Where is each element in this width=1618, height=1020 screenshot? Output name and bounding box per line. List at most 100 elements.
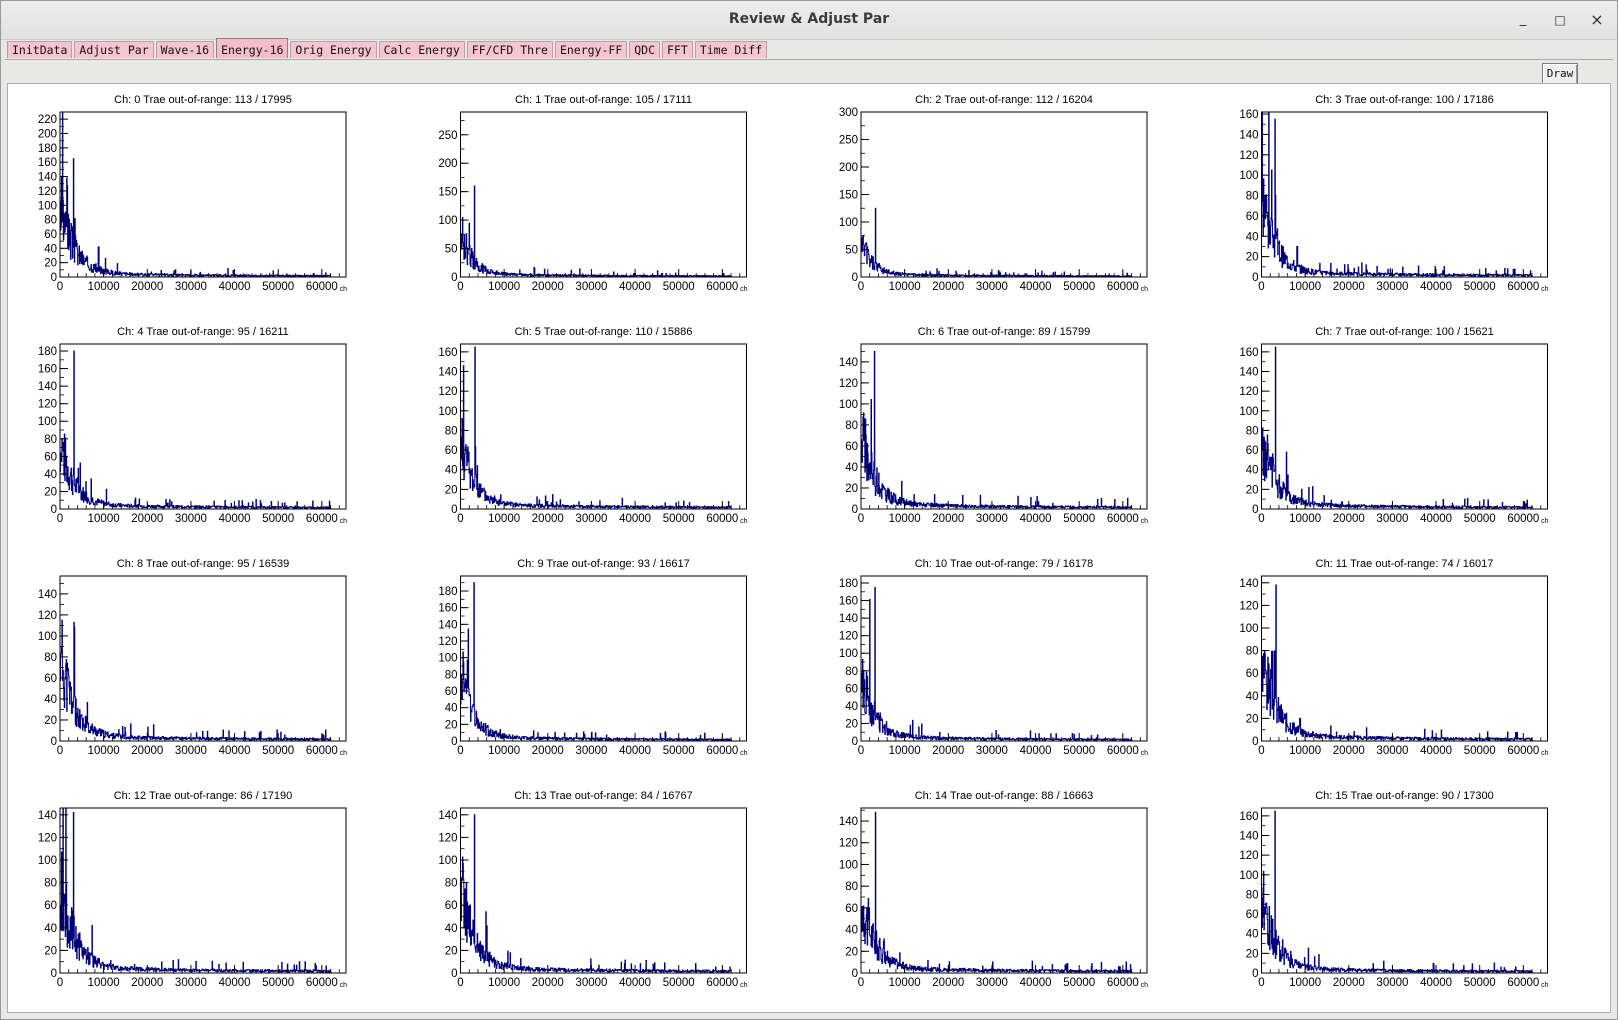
y-tick-label: 0 <box>451 736 457 748</box>
y-tick-label: 100 <box>1239 870 1258 882</box>
y-tick-label: 120 <box>38 186 57 198</box>
tab-energy-ff[interactable]: Energy-FF <box>554 41 628 58</box>
histogram-canvas[interactable]: Ch: 0 Trae out-of-range: 113 / 17995 0 20 4… <box>7 83 1611 1013</box>
y-tick-label: 100 <box>438 215 457 227</box>
tab-adjust-par[interactable]: Adjust Par <box>74 41 154 58</box>
x-tick-label: 10000 <box>88 977 120 989</box>
y-tick-label: 140 <box>38 810 57 822</box>
x-tick-label: 50000 <box>262 745 294 757</box>
x-unit-label: ch <box>1541 750 1549 757</box>
y-tick-label: 60 <box>44 900 57 912</box>
histogram-title: Ch: 14 Trae out-of-range: 88 / 16663 <box>915 790 1094 802</box>
y-tick-label: 40 <box>1246 929 1259 941</box>
y-tick-label: 80 <box>845 666 858 678</box>
y-tick-label: 20 <box>44 945 57 957</box>
y-tick-label: 180 <box>38 346 57 358</box>
y-tick-label: 20 <box>845 946 858 958</box>
tab-wave-16[interactable]: Wave-16 <box>155 41 215 58</box>
x-tick-label: 0 <box>457 977 463 989</box>
x-tick-label: 50000 <box>1464 281 1496 293</box>
y-tick-label: 20 <box>1246 713 1259 725</box>
y-tick-label: 50 <box>845 245 858 257</box>
plot-frame <box>1261 111 1548 278</box>
x-tick-label: 30000 <box>175 745 207 757</box>
y-tick-label: 40 <box>1246 465 1259 477</box>
tab-qdc[interactable]: QDC <box>629 41 661 58</box>
y-tick-label: 140 <box>839 613 858 625</box>
y-tick-label: 80 <box>445 878 458 890</box>
histogram-title: Ch: 9 Trae out-of-range: 93 / 16617 <box>517 558 689 570</box>
y-tick-label: 150 <box>839 190 858 202</box>
x-tick-label: 0 <box>57 281 63 293</box>
x-tick-label: 40000 <box>619 281 651 293</box>
window-title: Review & Adjust Par <box>728 11 890 27</box>
y-tick-label: 140 <box>438 810 457 822</box>
histogram-panel-9: Ch: 9 Trae out-of-range: 93 / 16617 0 20 40… <box>438 558 747 757</box>
plot-frame <box>460 807 747 974</box>
x-tick-label: 30000 <box>175 977 207 989</box>
y-tick-label: 0 <box>51 272 57 284</box>
y-tick-label: 20 <box>445 484 458 496</box>
y-tick-label: 160 <box>1239 109 1258 121</box>
tab-ff-cfd-thre[interactable]: FF/CFD Thre <box>466 41 553 58</box>
tab-time-diff[interactable]: Time Diff <box>694 41 768 58</box>
x-tick-label: 20000 <box>1333 977 1365 989</box>
y-tick-label: 0 <box>451 504 457 516</box>
draw-button[interactable]: Draw <box>1542 63 1578 85</box>
y-tick-label: 80 <box>1246 889 1259 901</box>
y-tick-label: 80 <box>445 669 458 681</box>
y-tick-label: 120 <box>38 610 57 622</box>
histogram-title: Ch: 13 Trae out-of-range: 84 / 16767 <box>514 790 693 802</box>
x-tick-label: 10000 <box>889 281 921 293</box>
x-tick-label: 10000 <box>88 745 120 757</box>
y-tick-label: 60 <box>1246 445 1259 457</box>
y-tick-label: 100 <box>839 217 858 229</box>
x-unit-label: ch <box>1541 982 1549 989</box>
y-tick-label: 140 <box>839 816 858 828</box>
y-tick-label: 80 <box>845 881 858 893</box>
y-tick-label: 200 <box>438 158 457 170</box>
histogram-title: Ch: 10 Trae out-of-range: 79 / 16178 <box>915 558 1094 570</box>
x-tick-label: 20000 <box>932 513 964 525</box>
maximize-icon[interactable]: □ <box>1554 13 1566 27</box>
plot-frame <box>59 343 347 510</box>
x-tick-label: 10000 <box>1289 977 1321 989</box>
tab-orig-energy[interactable]: Orig Energy <box>290 41 377 58</box>
histogram-trace <box>860 207 1147 278</box>
y-tick-label: 100 <box>1239 623 1258 635</box>
x-tick-label: 40000 <box>619 977 651 989</box>
x-tick-label: 60000 <box>706 977 738 989</box>
x-tick-label: 30000 <box>1376 977 1408 989</box>
close-icon[interactable]: × <box>1590 10 1604 29</box>
y-tick-label: 120 <box>839 378 858 390</box>
plot-frame <box>860 575 1148 742</box>
y-tick-label: 60 <box>44 229 57 241</box>
tab-calc-energy[interactable]: Calc Energy <box>378 41 465 58</box>
x-tick-label: 20000 <box>532 977 564 989</box>
y-tick-label: 160 <box>438 603 457 615</box>
x-tick-label: 10000 <box>88 513 120 525</box>
x-unit-label: ch <box>340 750 348 757</box>
x-tick-label: 60000 <box>1507 745 1539 757</box>
tab-initdata[interactable]: InitData <box>7 41 73 58</box>
histogram-panel-1: Ch: 1 Trae out-of-range: 105 / 17111 0 50 1… <box>438 94 747 293</box>
x-unit-label: ch <box>340 982 348 989</box>
plot-frame <box>1261 343 1548 510</box>
tab-energy-16[interactable]: Energy-16 <box>216 38 289 58</box>
histogram-trace <box>860 350 1147 510</box>
x-tick-label: 40000 <box>1420 977 1452 989</box>
x-unit-label: ch <box>340 518 348 525</box>
plot-frame <box>860 343 1148 510</box>
x-tick-label: 20000 <box>131 281 163 293</box>
y-tick-label: 80 <box>1246 191 1259 203</box>
y-tick-label: 40 <box>445 923 458 935</box>
y-tick-label: 140 <box>438 619 457 631</box>
x-tick-label: 30000 <box>976 281 1008 293</box>
histogram-trace <box>59 111 346 278</box>
x-tick-label: 10000 <box>488 513 520 525</box>
minimize-icon[interactable]: _ <box>1519 12 1527 27</box>
y-tick-label: 120 <box>1239 600 1258 612</box>
histogram-title: Ch: 12 Trae out-of-range: 86 / 17190 <box>114 790 293 802</box>
tab-fft[interactable]: FFT <box>662 41 693 58</box>
y-tick-label: 300 <box>839 107 858 119</box>
